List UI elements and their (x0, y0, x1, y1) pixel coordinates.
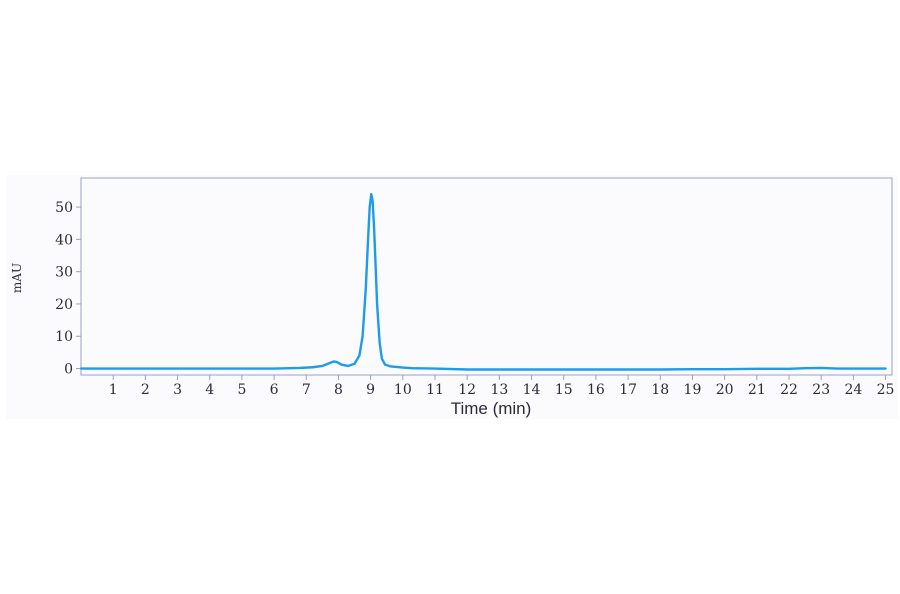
x-tick-label-21: 21 (748, 382, 766, 398)
x-tick-label-22: 22 (780, 382, 798, 398)
x-tick-label-25: 25 (877, 382, 895, 398)
x-tick-label-24: 24 (844, 382, 862, 398)
x-tick-label-5: 5 (237, 382, 246, 398)
chart-area: 0 10 20 30 40 50 1 2 3 4 5 6 7 8 9 10 11 12 13 14 15 16 17 18 1… (6, 175, 898, 419)
x-tick-label-19: 19 (684, 382, 702, 398)
y-tick-label-40: 40 (55, 232, 73, 248)
signal-trace (79, 192, 887, 371)
x-tick-label-8: 8 (334, 382, 343, 398)
x-tick-label-20: 20 (716, 382, 734, 398)
x-tick-label-23: 23 (812, 382, 830, 398)
y-tick-label-50: 50 (55, 200, 73, 216)
y-tick-label-30: 30 (55, 265, 73, 281)
plot-frame (80, 177, 893, 376)
x-tick-label-14: 14 (523, 382, 541, 398)
x-tick-label-11: 11 (426, 382, 444, 398)
y-tick-label-0: 0 (64, 362, 73, 378)
x-tick-label-10: 10 (394, 382, 412, 398)
x-tick-label-18: 18 (651, 382, 669, 398)
x-tick-label-13: 13 (490, 382, 508, 398)
y-axis-label: mAU (10, 263, 24, 293)
x-tick-label-4: 4 (205, 382, 214, 398)
x-tick-label-3: 3 (173, 382, 182, 398)
y-tick-label-20: 20 (55, 297, 73, 313)
x-tick-label-6: 6 (270, 382, 279, 398)
x-tick-label-1: 1 (109, 382, 118, 398)
y-tick-label-10: 10 (55, 329, 73, 345)
x-tick-label-7: 7 (302, 382, 311, 398)
x-tick-label-9: 9 (366, 382, 375, 398)
x-tick-label-17: 17 (619, 382, 637, 398)
x-axis: 1 2 3 4 5 6 7 8 9 10 11 12 13 14 15 16 17 18 19 20 21 22 23 24 2… (109, 375, 895, 398)
y-axis: 0 10 20 30 40 50 (55, 200, 81, 378)
x-tick-label-16: 16 (587, 382, 605, 398)
x-tick-label-12: 12 (458, 382, 476, 398)
x-tick-label-15: 15 (555, 382, 573, 398)
x-axis-label: Time (min) (451, 399, 532, 418)
x-tick-label-2: 2 (141, 382, 150, 398)
